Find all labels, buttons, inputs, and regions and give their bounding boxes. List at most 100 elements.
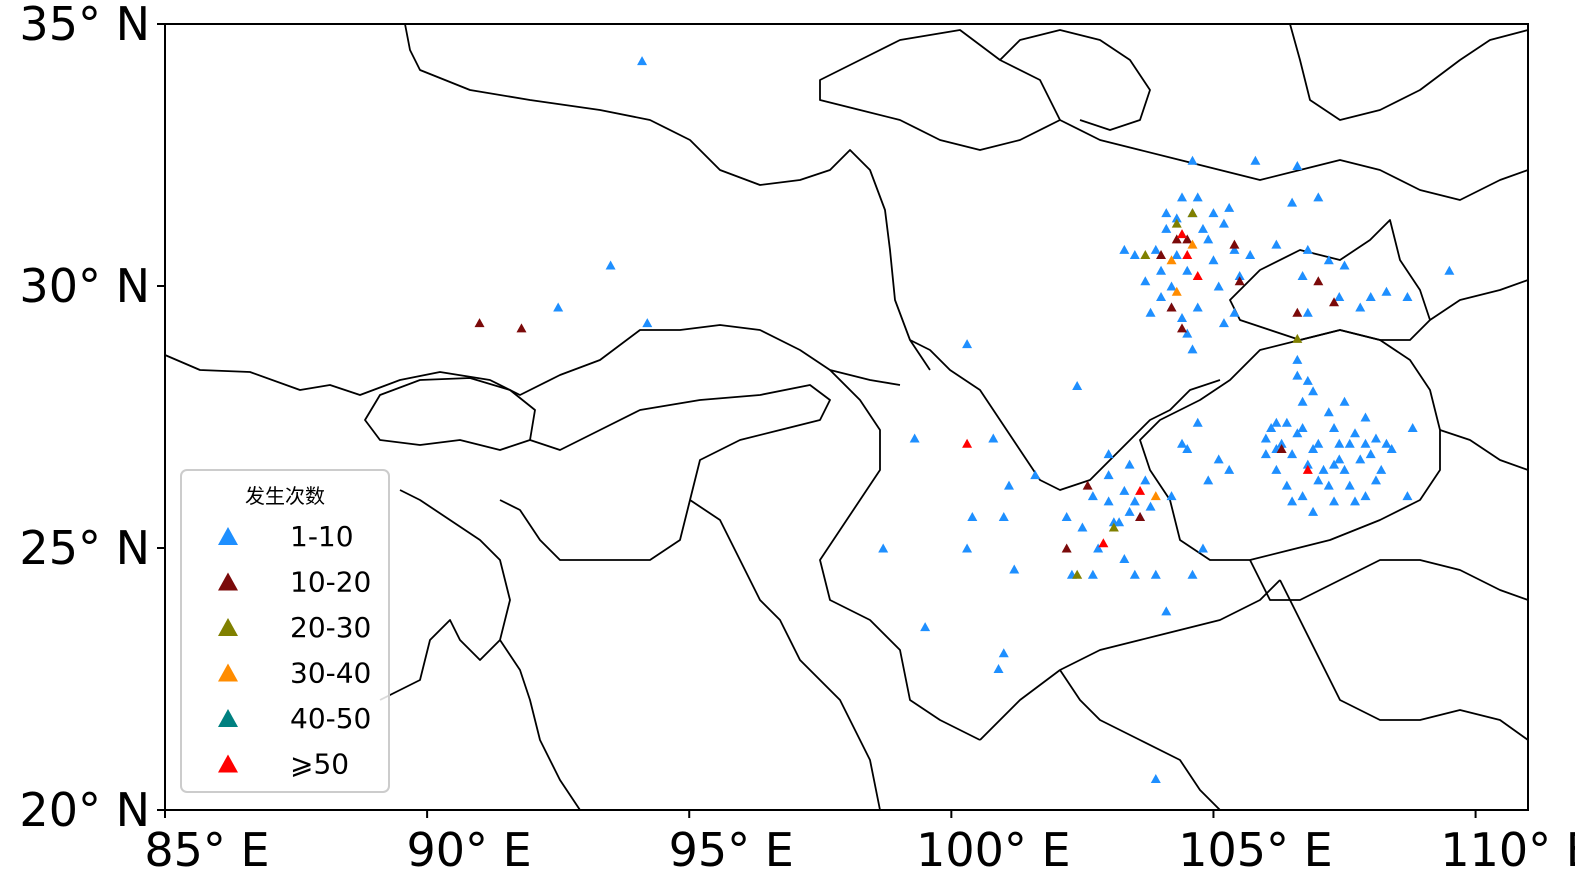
data-point-1020 <box>1156 250 1167 260</box>
data-point-110 <box>1302 375 1313 385</box>
data-point-110 <box>1177 192 1188 202</box>
data-point-1020 <box>1061 543 1072 553</box>
y-tick-label: 35° N <box>19 0 150 51</box>
data-point-110 <box>1318 464 1329 474</box>
data-point-1020 <box>1166 302 1177 312</box>
data-point-110 <box>1260 449 1271 459</box>
data-point-3040 <box>1187 239 1198 249</box>
data-point-110 <box>1072 381 1083 391</box>
data-point-110 <box>1004 480 1015 490</box>
y-tick-label: 20° N <box>19 783 150 837</box>
border-gansu <box>819 29 1061 151</box>
data-point-110 <box>1218 318 1229 328</box>
data-point-110 <box>1145 501 1156 511</box>
data-point-110 <box>1323 480 1334 490</box>
data-point-110 <box>1129 496 1140 506</box>
legend-title: 发生次数 <box>245 484 325 508</box>
data-point-110 <box>1187 569 1198 579</box>
data-point-110 <box>1329 496 1340 506</box>
border-shaanxi <box>1059 119 1529 201</box>
data-point-110 <box>1182 443 1193 453</box>
data-point-110 <box>1171 250 1182 260</box>
x-tick-label: 85° E <box>144 823 269 876</box>
data-point-110 <box>920 622 931 632</box>
data-point-2030 <box>1292 333 1303 343</box>
data-point-110 <box>637 56 648 66</box>
data-point-110 <box>1344 480 1355 490</box>
data-point-110 <box>1114 517 1125 527</box>
data-point-110 <box>1323 255 1334 265</box>
border-myanmar-china <box>819 369 981 741</box>
data-point-110 <box>1245 250 1256 260</box>
data-point-110 <box>1218 218 1229 228</box>
data-point-110 <box>1297 396 1308 406</box>
legend-label: 10-20 <box>290 566 371 599</box>
legend-label: ⩾50 <box>290 748 349 781</box>
data-point-1020 <box>1234 276 1245 286</box>
data-point-50 <box>1135 485 1146 495</box>
data-point-110 <box>1260 433 1271 443</box>
data-point-110 <box>1355 454 1366 464</box>
border-myanmar-west <box>499 639 581 811</box>
legend-marker <box>218 572 238 591</box>
data-point-110 <box>1292 370 1303 380</box>
data-point-110 <box>1087 569 1098 579</box>
data-point-110 <box>1208 255 1219 265</box>
border-myanmar-east <box>689 499 881 811</box>
border-yunnan-south <box>979 579 1281 741</box>
data-point-110 <box>909 433 920 443</box>
data-point-110 <box>1402 291 1413 301</box>
data-point-110 <box>1292 354 1303 364</box>
data-point-110 <box>1376 464 1387 474</box>
data-point-110 <box>1103 449 1114 459</box>
data-point-110 <box>967 512 978 522</box>
data-point-110 <box>1150 774 1161 784</box>
data-markers <box>474 56 1455 784</box>
data-point-110 <box>1292 160 1303 170</box>
data-point-1020 <box>1313 276 1324 286</box>
data-point-3040 <box>1166 255 1177 265</box>
border-ningxia <box>999 29 1151 131</box>
data-point-110 <box>1182 328 1193 338</box>
data-point-1020 <box>1276 443 1287 453</box>
data-point-50 <box>1302 464 1313 474</box>
data-point-110 <box>1360 438 1371 448</box>
data-point-110 <box>1297 271 1308 281</box>
data-point-110 <box>1030 470 1041 480</box>
data-point-110 <box>988 433 999 443</box>
data-point-1020 <box>1177 323 1188 333</box>
data-point-110 <box>1339 260 1350 270</box>
data-point-110 <box>1339 464 1350 474</box>
data-point-110 <box>1224 464 1235 474</box>
data-point-110 <box>1087 491 1098 501</box>
border-north-east <box>1289 23 1529 121</box>
data-point-110 <box>1177 438 1188 448</box>
data-point-110 <box>1229 244 1240 254</box>
legend-label: 1-10 <box>290 520 354 553</box>
data-point-110 <box>1140 276 1151 286</box>
data-point-110 <box>605 260 616 270</box>
legend-marker <box>218 663 238 682</box>
data-point-110 <box>1103 496 1114 506</box>
data-point-110 <box>1129 569 1140 579</box>
border-laos <box>1059 669 1221 811</box>
data-point-110 <box>1140 475 1151 485</box>
data-point-110 <box>1119 485 1130 495</box>
data-point-110 <box>1187 344 1198 354</box>
plot-area <box>165 24 1528 810</box>
data-point-110 <box>1156 265 1167 275</box>
data-point-110 <box>1339 396 1350 406</box>
legend-marker <box>218 709 238 727</box>
data-point-110 <box>962 339 973 349</box>
data-point-110 <box>1308 386 1319 396</box>
legend-entries: 1-10 10-20 20-30 30-40 40-50 ⩾50 <box>218 520 371 781</box>
data-point-110 <box>1129 250 1140 260</box>
border-india-ne <box>499 384 831 561</box>
data-point-110 <box>1381 286 1392 296</box>
data-point-1020 <box>474 318 485 328</box>
data-point-110 <box>1281 417 1292 427</box>
data-point-110 <box>1344 438 1355 448</box>
y-tick-label: 30° N <box>19 259 150 313</box>
boundary-lines <box>164 23 1529 811</box>
data-point-50 <box>1192 271 1203 281</box>
